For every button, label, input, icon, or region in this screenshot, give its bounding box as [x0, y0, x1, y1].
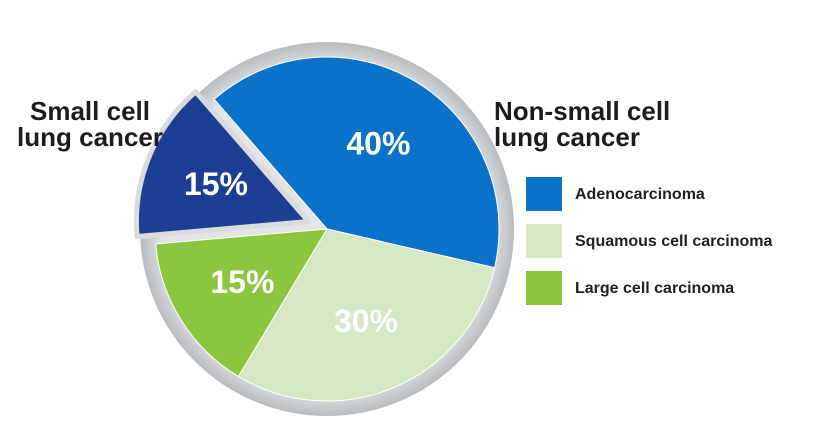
legend: Adenocarcinoma Squamous cell carcinoma L… — [526, 177, 773, 305]
group-label-small-cell-line1: Small cell — [30, 96, 150, 126]
legend-label-squamous: Squamous cell carcinoma — [575, 233, 773, 250]
group-label-non-small-cell-line2: lung cancer — [494, 122, 640, 152]
pie-slices — [134, 56, 500, 402]
pie-label-large-cell-carcinoma: 15% — [210, 264, 274, 300]
group-label-small-cell: Small cell lung cancer — [17, 96, 163, 152]
legend-label-large-cell: Large cell carcinoma — [575, 280, 734, 297]
pie-slice-adenocarcinoma — [213, 56, 500, 269]
legend-swatch-large-cell — [526, 271, 562, 305]
group-label-non-small-cell: Non-small cell lung cancer — [494, 96, 670, 152]
group-label-small-cell-line2: lung cancer — [17, 122, 163, 152]
group-label-non-small-cell-line1: Non-small cell — [494, 96, 670, 126]
legend-swatch-adenocarcinoma — [526, 177, 562, 211]
legend-swatch-squamous — [526, 224, 562, 258]
pie-slice-large-cell-carcinoma — [155, 228, 328, 377]
legend-item-squamous: Squamous cell carcinoma — [526, 224, 773, 258]
legend-item-adenocarcinoma: Adenocarcinoma — [526, 177, 705, 211]
pie-label-small-cell-lung-cancer: 15% — [184, 166, 248, 202]
pie-slice-labels: 40% 30% 15% 15% — [184, 125, 410, 338]
pie-slice-small-cell-lung-cancer — [134, 89, 311, 239]
pie-slice-squamous-cell-carcinoma — [237, 228, 496, 402]
pie-label-adenocarcinoma: 40% — [346, 125, 410, 161]
legend-item-large-cell: Large cell carcinoma — [526, 271, 734, 305]
legend-label-adenocarcinoma: Adenocarcinoma — [575, 186, 705, 203]
pie-label-squamous-cell-carcinoma: 30% — [334, 303, 398, 339]
